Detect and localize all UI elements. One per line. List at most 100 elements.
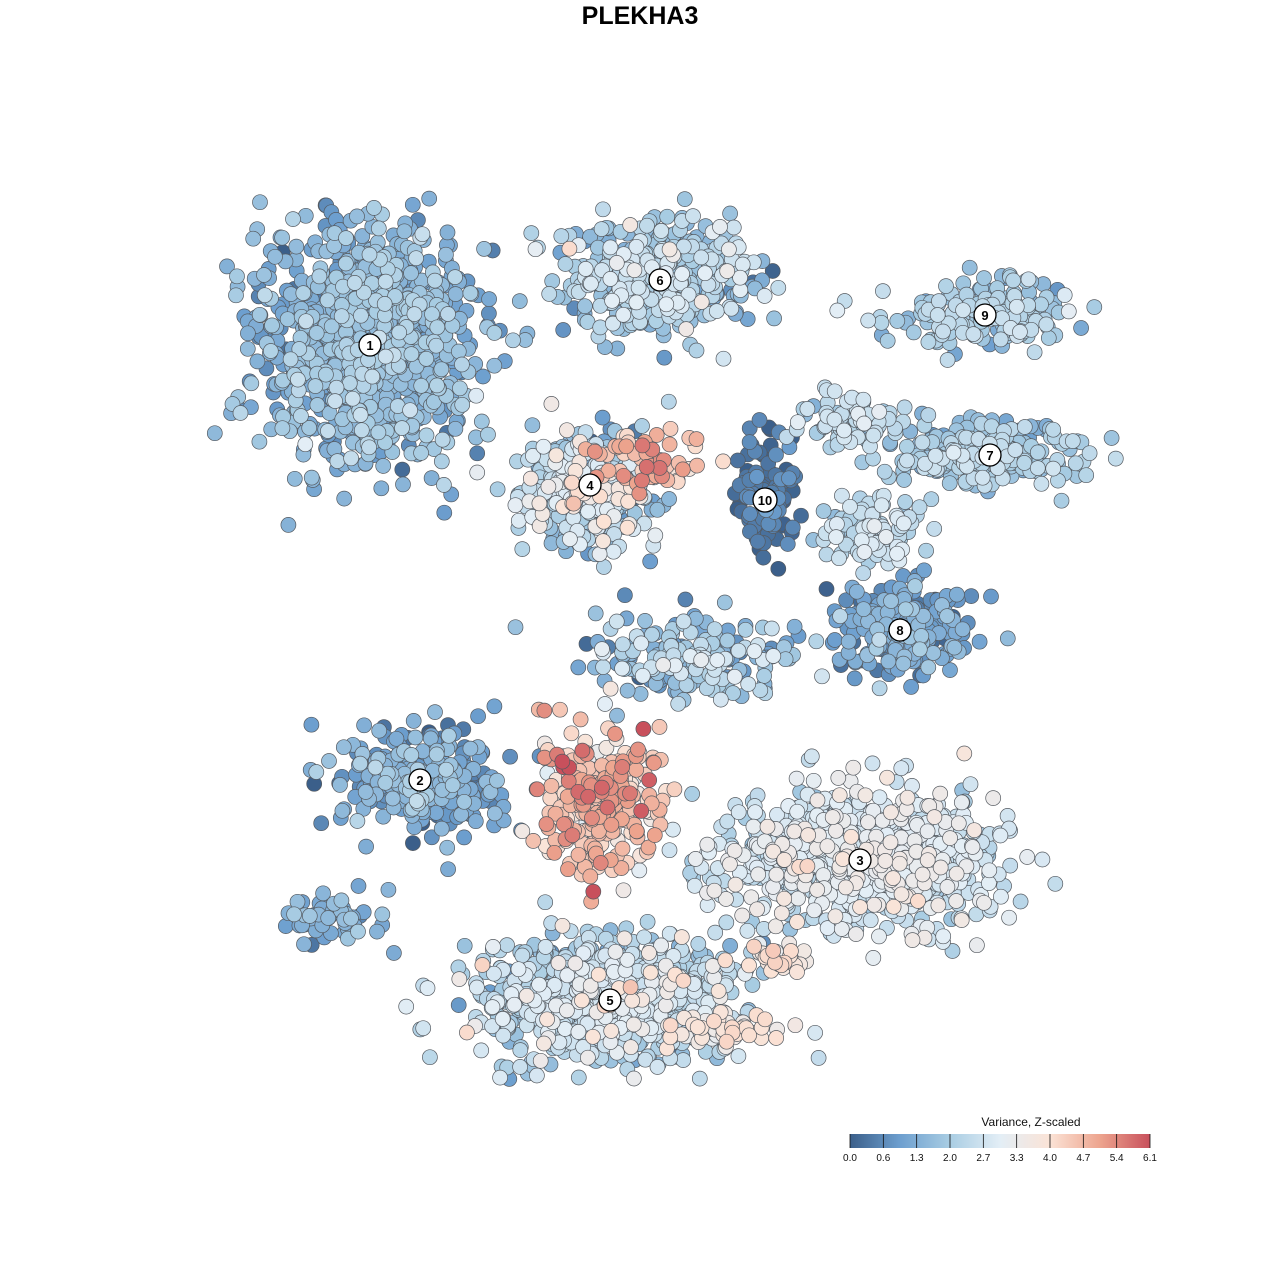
cell-point (424, 306, 440, 323)
cell-point (374, 906, 391, 923)
cell-point (267, 248, 283, 265)
cell-point (344, 390, 361, 407)
cell-point (931, 293, 947, 309)
cell-point (394, 461, 411, 478)
cell-point (232, 405, 249, 421)
cell-point (486, 698, 503, 715)
cell-point (240, 325, 256, 342)
cell-point (505, 332, 521, 349)
cell-point (1012, 893, 1029, 910)
cell-point (1045, 421, 1062, 438)
cell-point (468, 387, 485, 404)
cell-point (407, 729, 424, 746)
cell-point (319, 292, 336, 309)
cell-point (427, 704, 443, 720)
cell-point (634, 418, 650, 434)
cell-point (384, 790, 401, 807)
cell-point (614, 660, 630, 677)
cell-point (897, 601, 914, 618)
cell-point (514, 541, 531, 557)
cell-point (941, 475, 958, 492)
cell-point (730, 642, 747, 659)
cell-point (755, 549, 772, 566)
cell-point (918, 542, 934, 559)
cell-point (398, 998, 415, 1015)
cell-point (251, 306, 268, 323)
cell-point (429, 377, 445, 394)
cell-point (510, 512, 527, 529)
cell-point (920, 659, 937, 676)
cell-point (475, 368, 491, 385)
cell-point (470, 708, 486, 725)
cell-point (1045, 460, 1062, 477)
cell-point (334, 802, 351, 819)
cell-point (408, 793, 425, 809)
cell-point (544, 273, 561, 289)
cell-point (380, 881, 397, 898)
cell-point (913, 628, 930, 644)
cell-point (296, 936, 312, 953)
cell-point (433, 361, 450, 378)
cell-point (587, 605, 604, 622)
cell-point (730, 804, 747, 821)
cell-point (321, 753, 337, 769)
cell-point (593, 221, 610, 237)
cell-point (298, 313, 314, 330)
cell-point (476, 241, 492, 257)
cell-point (756, 288, 773, 304)
cell-point (308, 325, 325, 341)
cell-point (507, 619, 524, 636)
cell-point (405, 713, 422, 729)
cell-point (897, 494, 913, 510)
cell-point (615, 306, 632, 323)
cell-point (341, 375, 358, 392)
cell-point (971, 633, 988, 650)
cell-point (920, 407, 937, 423)
cell-point (454, 356, 470, 373)
cell-point (981, 862, 998, 879)
cell-point (676, 191, 693, 207)
cell-point (356, 717, 372, 734)
cell-point (394, 420, 410, 436)
cell-point (926, 520, 943, 537)
cell-point (286, 906, 302, 923)
cell-point (658, 296, 675, 313)
cell-point (1081, 445, 1098, 462)
cell-point (440, 727, 457, 744)
cell-point (756, 668, 772, 684)
cell-point (916, 562, 932, 579)
cell-point (880, 653, 897, 670)
cell-point (469, 445, 486, 462)
cell-point (905, 324, 922, 341)
cell-point (661, 842, 678, 859)
cell-point (1033, 475, 1050, 492)
cell-point (403, 265, 419, 282)
cell-point (634, 667, 651, 684)
cell-point (935, 928, 952, 945)
cell-point (619, 682, 636, 699)
cell-point (452, 380, 468, 397)
cell-point (751, 412, 768, 428)
cell-point (779, 536, 796, 552)
cell-point (264, 317, 280, 334)
cell-point (942, 662, 958, 678)
cell-point (376, 296, 393, 312)
cell-point (332, 777, 348, 793)
cell-point (327, 393, 343, 409)
cell-point (706, 621, 723, 638)
cell-point (422, 1049, 438, 1066)
cell-point (911, 641, 928, 658)
cell-point (856, 415, 872, 432)
cell-point (499, 937, 515, 953)
cell-point (632, 686, 649, 702)
cell-point (511, 293, 528, 309)
cell-point (408, 250, 424, 267)
cell-point (864, 755, 881, 772)
cell-point (454, 396, 471, 413)
cell-point (770, 560, 787, 577)
cell-point (949, 586, 965, 603)
cell-point (946, 639, 963, 656)
cell-point (709, 652, 726, 668)
cell-point (486, 325, 503, 341)
cell-point (373, 480, 390, 497)
